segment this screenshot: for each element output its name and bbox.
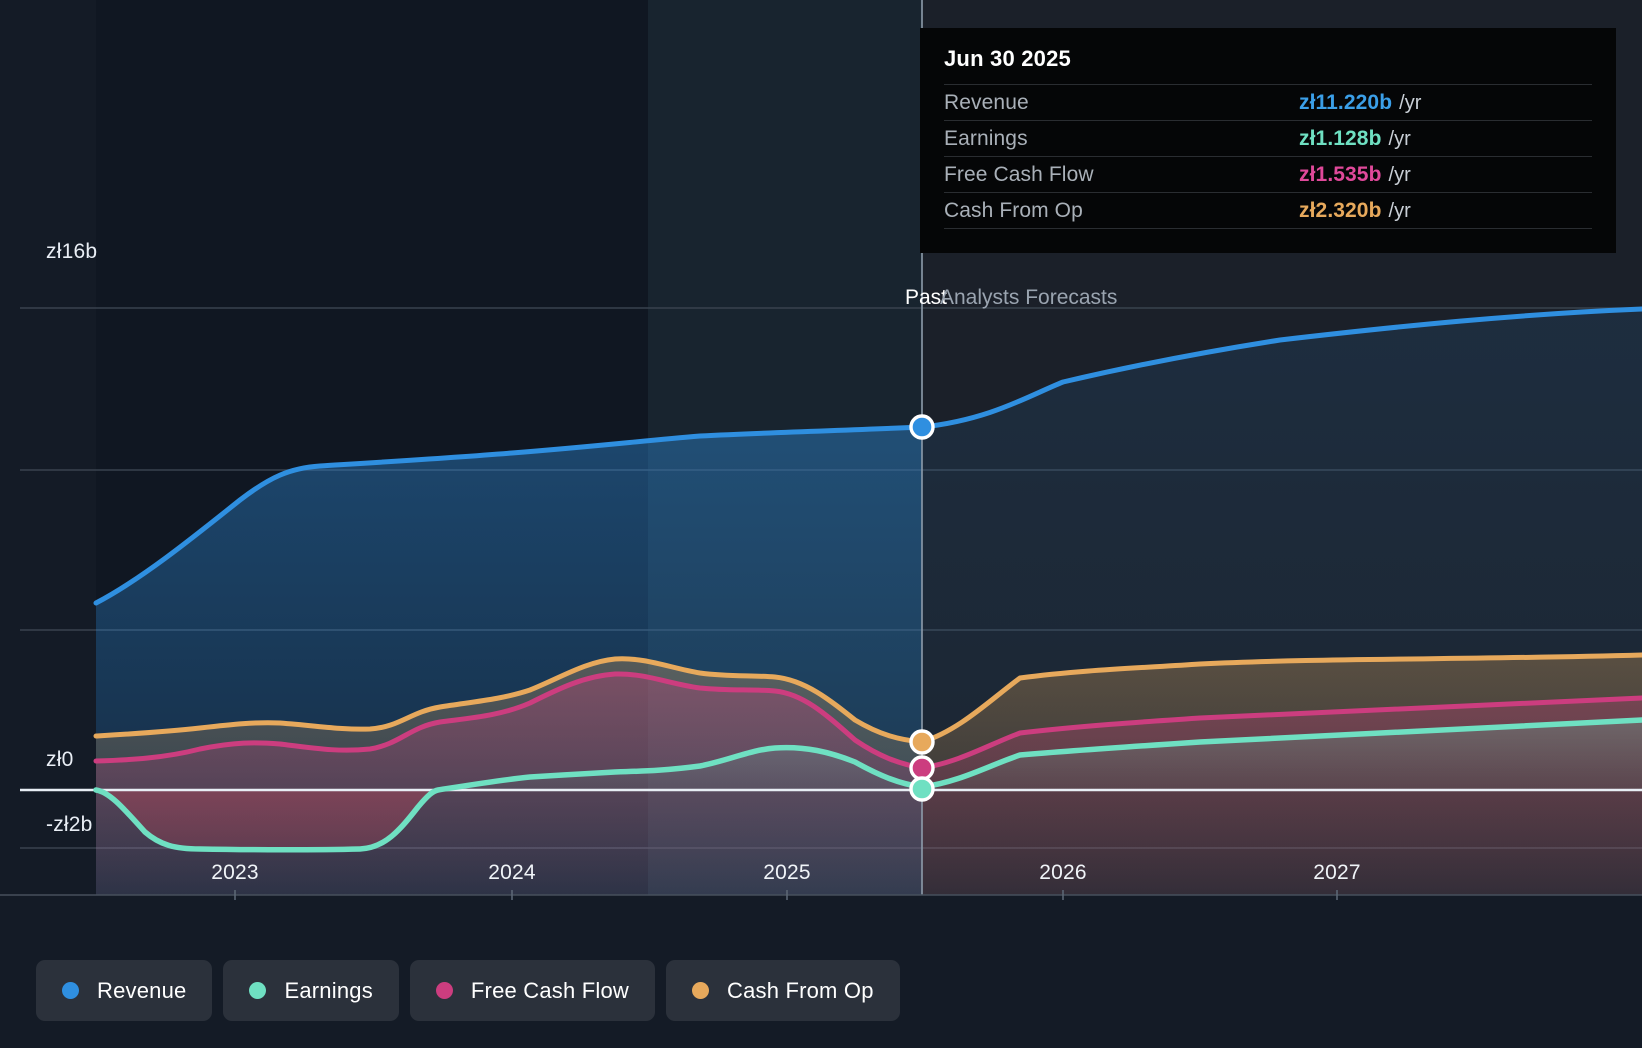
x-axis-label-2027: 2027 <box>1313 861 1361 884</box>
earnings-line <box>93 717 1642 853</box>
revenue-color-dot-icon <box>62 982 79 999</box>
legend-label-free-cash-flow: Free Cash Flow <box>470 977 629 1003</box>
tooltip-value-revenue: zł11.220b <box>1299 91 1393 114</box>
chart-legend: Revenue Earnings Free Cash Flow Cash Fro… <box>36 960 900 1021</box>
earnings-color-dot-icon <box>249 982 267 999</box>
chart-tooltip: Jun 30 2025 Revenue zł11.220b /yr Earnin… <box>920 28 1616 253</box>
free-cash-flow-marker[interactable] <box>909 755 935 781</box>
tooltip-row-free-cash-flow: Free Cash Flow zł1.535b /yr <box>944 156 1592 192</box>
tooltip-label-cash-from-op: Cash From Op <box>944 199 1083 222</box>
y-axis-label-0: zł0 <box>46 748 74 771</box>
tooltip-unit-revenue: /yr <box>1399 91 1422 114</box>
tooltip-unit-free-cash-flow: /yr <box>1388 163 1411 186</box>
tooltip-date: Jun 30 2025 <box>944 46 1071 71</box>
revenue-marker[interactable] <box>909 414 935 440</box>
tooltip-label-earnings: Earnings <box>944 127 1028 150</box>
cash-from-op-line <box>93 652 1642 745</box>
analysts-forecasts-label: Analysts Forecasts <box>940 286 1118 309</box>
tooltip-row-earnings: Earnings zł1.128b /yr <box>944 120 1592 156</box>
x-axis-label-2026: 2026 <box>1039 861 1087 884</box>
tooltip-label-revenue: Revenue <box>944 91 1029 114</box>
tooltip-unit-earnings: /yr <box>1388 127 1411 150</box>
x-axis-label-2024: 2024 <box>488 861 536 884</box>
legend-label-earnings: Earnings <box>284 977 373 1003</box>
tooltip-label-free-cash-flow: Free Cash Flow <box>944 163 1094 186</box>
y-axis-label-16b: zł16b <box>46 240 98 263</box>
x-axis-label-2023: 2023 <box>211 861 259 884</box>
legend-label-revenue: Revenue <box>97 977 187 1003</box>
x-axis-label-2025: 2025 <box>763 861 811 884</box>
tooltip-row-cash-from-op: Cash From Op zł2.320b /yr <box>944 192 1592 228</box>
earnings-negative-area <box>96 790 438 850</box>
tooltip-value-free-cash-flow: zł1.535b <box>1299 163 1382 186</box>
legend-item-earnings[interactable]: Earnings <box>223 960 399 1021</box>
free-cash-flow-line <box>93 671 1642 771</box>
tooltip-footer-rule <box>944 228 1592 239</box>
legend-label-cash-from-op: Cash From Op <box>726 977 874 1003</box>
revenue-line <box>93 306 1642 606</box>
legend-item-revenue[interactable]: Revenue <box>36 960 213 1021</box>
cash-from-op-color-dot-icon <box>691 982 709 999</box>
tooltip-unit-cash-from-op: /yr <box>1388 199 1411 222</box>
y-axis-label-neg2b: -zł2b <box>46 813 93 836</box>
legend-item-cash-from-op[interactable]: Cash From Op <box>665 960 900 1021</box>
cash-from-op-marker[interactable] <box>909 729 935 755</box>
tooltip-value-cash-from-op: zł2.320b <box>1299 199 1382 222</box>
tooltip-value-earnings: zł1.128b <box>1299 127 1382 150</box>
legend-item-free-cash-flow[interactable]: Free Cash Flow <box>409 960 655 1021</box>
free-cash-flow-color-dot-icon <box>435 982 453 999</box>
earnings-marker[interactable] <box>909 776 935 802</box>
tooltip-row-revenue: Revenue zł11.220b /yr <box>944 84 1592 120</box>
